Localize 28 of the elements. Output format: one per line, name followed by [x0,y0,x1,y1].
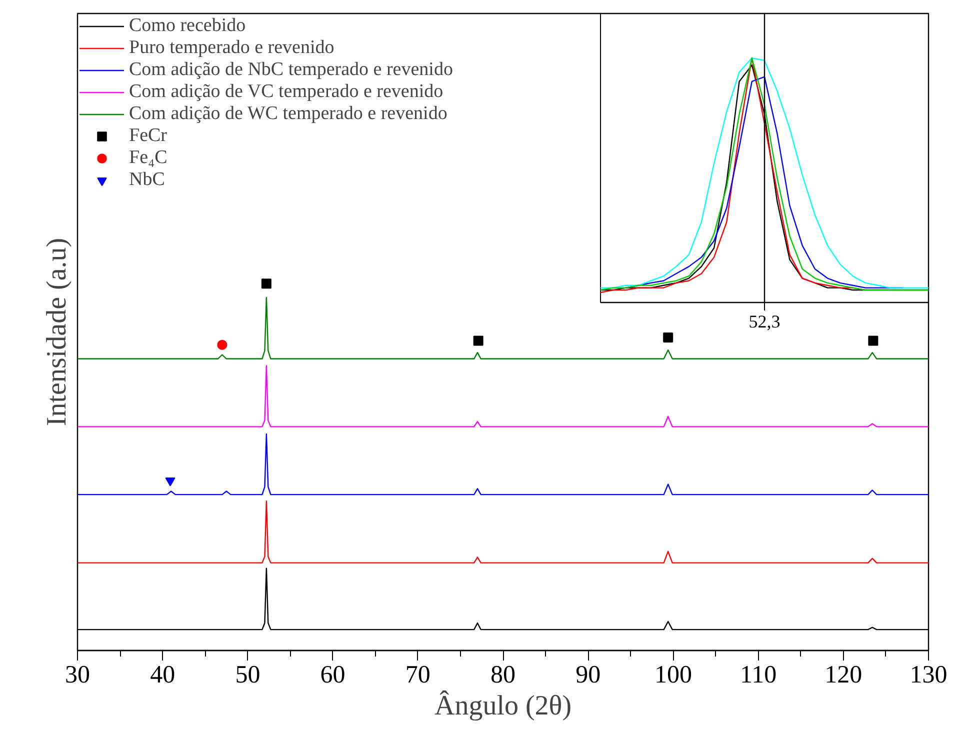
x-tick-label: 50 [235,662,260,688]
x-tick-label: 40 [150,662,176,688]
x-tick-label: 70 [405,662,430,688]
point [473,336,484,346]
legend-label: FeCr [129,125,167,147]
legend-label: Com adição de NbC temperado e revenido [129,59,453,81]
x-tick-label: 120 [824,662,862,688]
point [217,340,228,350]
legend-label: Com adição de VC temperado e revenido [129,81,444,103]
point [868,336,878,346]
legend-label: Fe₄C [129,147,168,169]
point [663,332,674,343]
legend-label: Puro temperado e revenido [129,37,334,59]
x-tick-label: 80 [490,662,516,688]
x-tick-label: 90 [576,662,601,688]
point [165,478,176,486]
x-tick-label: 100 [654,662,692,688]
y-axis-title: Intensidade (a.u) [42,238,72,426]
annotation: 52,3 [748,312,780,332]
legend-label: NbC [129,169,165,191]
legend-label: Com adição de WC temperado e revenido [129,103,448,125]
point [261,278,272,289]
legend-label: Como recebido [129,15,246,37]
x-tick-label: 60 [320,662,346,688]
x-tick-label: 110 [740,662,777,688]
x-tick-label: 30 [65,662,90,688]
x-axis-title: Ângulo (2θ) [434,690,572,722]
x-tick-label: 130 [910,662,948,688]
